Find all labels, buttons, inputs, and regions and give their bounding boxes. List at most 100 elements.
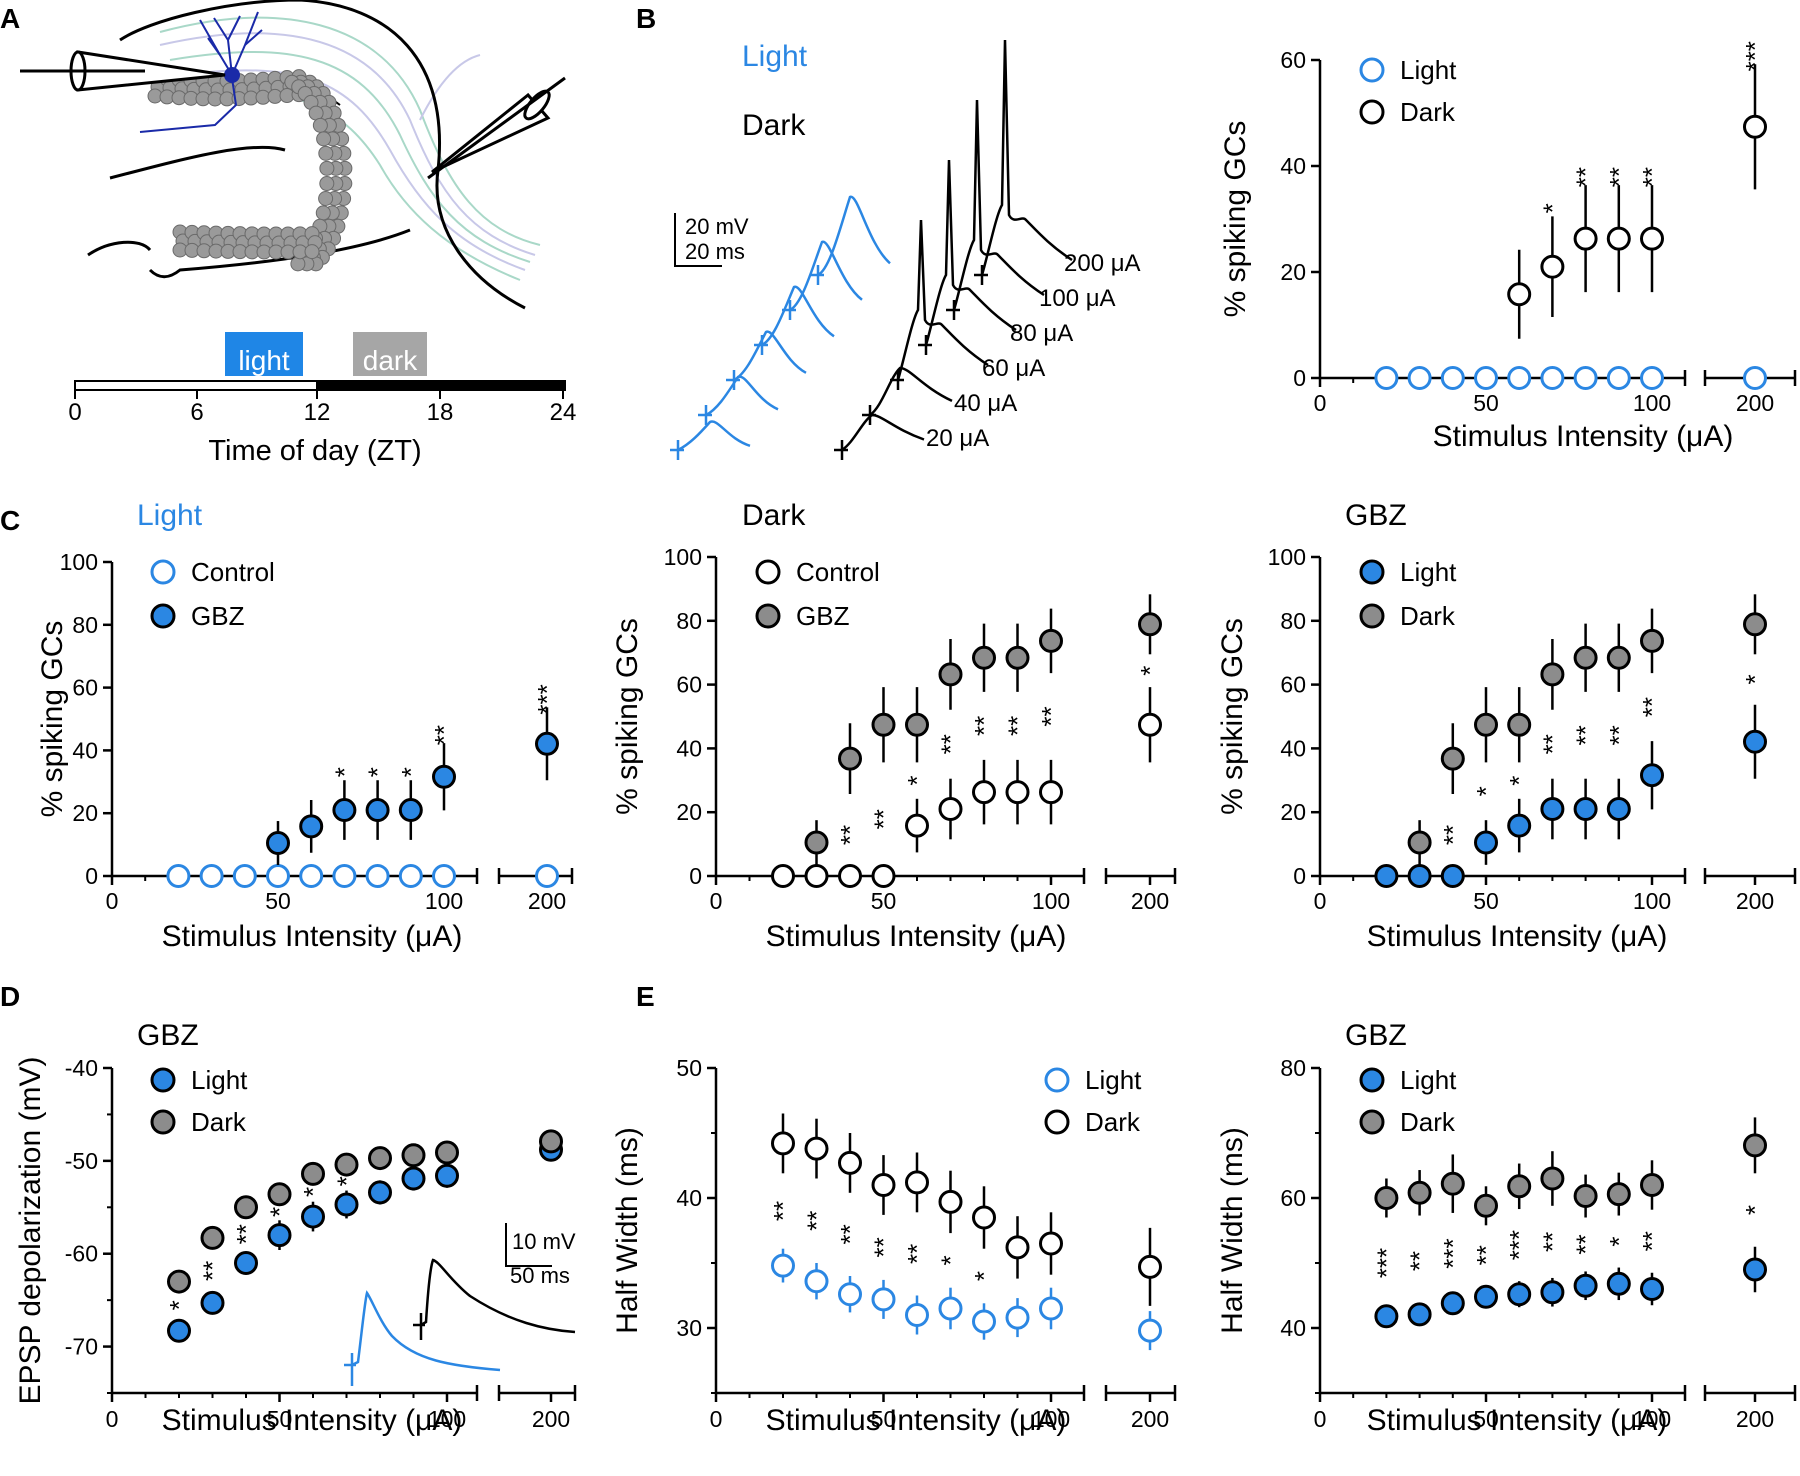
x-tick-label: 100 bbox=[425, 888, 463, 914]
significance-mark: * bbox=[936, 1255, 966, 1265]
x-tick-label: 0 bbox=[1314, 390, 1327, 416]
legend-label-light: Light bbox=[1085, 1065, 1142, 1095]
x-tick-label: 200 bbox=[528, 888, 566, 914]
dark-trace bbox=[974, 39, 1073, 285]
data-point bbox=[435, 1140, 459, 1165]
chart-e1: 30 40 50 0 50 100 200 Stimulus Intensity (μA) Ha… bbox=[611, 1055, 1177, 1437]
data-point bbox=[905, 1303, 929, 1327]
data-point bbox=[1407, 1180, 1432, 1205]
light-trace bbox=[754, 285, 835, 355]
y-tick-label: 20 bbox=[676, 799, 702, 825]
y-tick-label: 50 bbox=[676, 1055, 702, 1081]
zt-tick-24: 24 bbox=[550, 399, 577, 426]
zt-timeline: light dark 0 6 12 18 24 Time of day (ZT) bbox=[68, 332, 576, 467]
y-tick-label: 60 bbox=[676, 672, 702, 698]
data-point bbox=[267, 1182, 292, 1207]
x-axis-label: Stimulus Intensity (μA) bbox=[766, 1404, 1067, 1437]
data-point bbox=[234, 1195, 258, 1220]
chart-title: GBZ bbox=[137, 1019, 199, 1052]
data-point bbox=[266, 831, 290, 856]
data-point bbox=[1573, 645, 1598, 670]
x-tick-label: 200 bbox=[1736, 888, 1774, 914]
data-point bbox=[398, 798, 423, 823]
y-tick-label: 60 bbox=[1280, 47, 1306, 73]
data-point bbox=[539, 1129, 563, 1154]
light-period-label: light bbox=[238, 345, 290, 376]
data-point bbox=[1374, 1186, 1399, 1210]
significance-mark: * bbox=[1471, 786, 1501, 796]
y-tick-label: 0 bbox=[689, 863, 702, 889]
panel-letter-e: E bbox=[636, 981, 655, 1012]
significance-mark: * bbox=[1135, 666, 1165, 676]
x-tick-label: 100 bbox=[1032, 888, 1070, 914]
zt-tick-18: 18 bbox=[427, 399, 454, 426]
legend-marker-light bbox=[1359, 57, 1385, 83]
panel-letter-d: D bbox=[0, 981, 20, 1012]
legend-label-control: Control bbox=[191, 557, 275, 587]
data-point bbox=[1743, 366, 1767, 390]
data-point bbox=[1540, 254, 1565, 279]
x-tick-label: 0 bbox=[710, 888, 723, 914]
data-point bbox=[1039, 780, 1063, 805]
y-axis-label: % spiking GCs bbox=[36, 621, 69, 818]
trace-intensity-100: 100 μA bbox=[1039, 285, 1116, 312]
light-period-box bbox=[225, 332, 303, 376]
data-point bbox=[1440, 864, 1465, 888]
data-point bbox=[1374, 366, 1399, 390]
data-point bbox=[232, 864, 257, 888]
data-point bbox=[938, 662, 963, 687]
data-point bbox=[1407, 864, 1432, 888]
x-axis-label: Stimulus Intensity (μA) bbox=[1367, 1404, 1668, 1437]
light-trace bbox=[782, 240, 863, 320]
legend-marker-light bbox=[150, 1067, 176, 1093]
data-point bbox=[771, 1131, 795, 1156]
significance-mark: ** bbox=[835, 1224, 865, 1244]
x-axis-label: Stimulus Intensity (μA) bbox=[766, 920, 1067, 953]
trace-intensity-20: 20 μA bbox=[926, 425, 989, 452]
data-point bbox=[1374, 864, 1399, 888]
data-point bbox=[1640, 226, 1664, 251]
dark-phase-bar bbox=[317, 380, 566, 391]
significance-mark: * bbox=[1604, 1236, 1634, 1246]
data-point bbox=[1507, 712, 1532, 737]
panel-letter-c: C bbox=[0, 505, 20, 536]
y-tick-label: 40 bbox=[1280, 1315, 1306, 1341]
x-tick-label: 0 bbox=[106, 1406, 119, 1432]
significance-mark: ** bbox=[835, 825, 865, 845]
chart-c1: 0 20 40 60 80 100 0 50 100 200 Stimulus Intensity … bbox=[36, 499, 574, 953]
y-tick-label: 40 bbox=[1280, 735, 1306, 761]
trace-scale-bar bbox=[674, 213, 722, 267]
y-tick-label: 100 bbox=[664, 544, 702, 570]
data-point bbox=[871, 864, 896, 888]
significance-mark: ** bbox=[1003, 716, 1033, 736]
series-light bbox=[167, 1137, 563, 1343]
significance-mark: ** bbox=[1537, 734, 1567, 754]
dark-trace bbox=[890, 219, 989, 390]
legend-label-gbz: GBZ bbox=[796, 601, 850, 631]
legend-marker-control bbox=[150, 559, 176, 585]
significance-mark: ** bbox=[768, 1201, 798, 1221]
epsp-inset-traces: 10 mV 50 ms bbox=[344, 1223, 576, 1386]
data-point bbox=[1606, 797, 1631, 822]
chart-c2: 0 20 40 60 80 100 0 50 100 200 Stimulus Intensity … bbox=[611, 499, 1177, 953]
x-tick-label: 0 bbox=[710, 1406, 723, 1432]
granule-cell bbox=[318, 145, 334, 161]
data-point bbox=[972, 645, 996, 670]
data-point bbox=[838, 746, 862, 771]
chart-c3: 0 20 40 60 80 100 0 50 100 200 Stimulus Intensity … bbox=[1216, 499, 1797, 953]
trace-intensity-40: 40 μA bbox=[954, 390, 1017, 417]
trace-legend-light: Light bbox=[742, 40, 808, 73]
significance-mark: * bbox=[164, 1300, 194, 1310]
x-axis-label: Stimulus Intensity (μA) bbox=[162, 1404, 463, 1437]
panel-letter-a: A bbox=[0, 3, 20, 34]
y-tick-label: 40 bbox=[676, 735, 702, 761]
data-point bbox=[301, 1161, 325, 1186]
data-point bbox=[199, 864, 224, 888]
y-axis-label: EPSP depolarization (mV) bbox=[14, 1057, 47, 1405]
legend-marker-light bbox=[1044, 1067, 1070, 1093]
legend-marker-gbz bbox=[150, 603, 176, 629]
data-point bbox=[1540, 662, 1565, 687]
y-axis-label: Half Width (ms) bbox=[1216, 1127, 1249, 1334]
data-point bbox=[938, 1189, 963, 1214]
